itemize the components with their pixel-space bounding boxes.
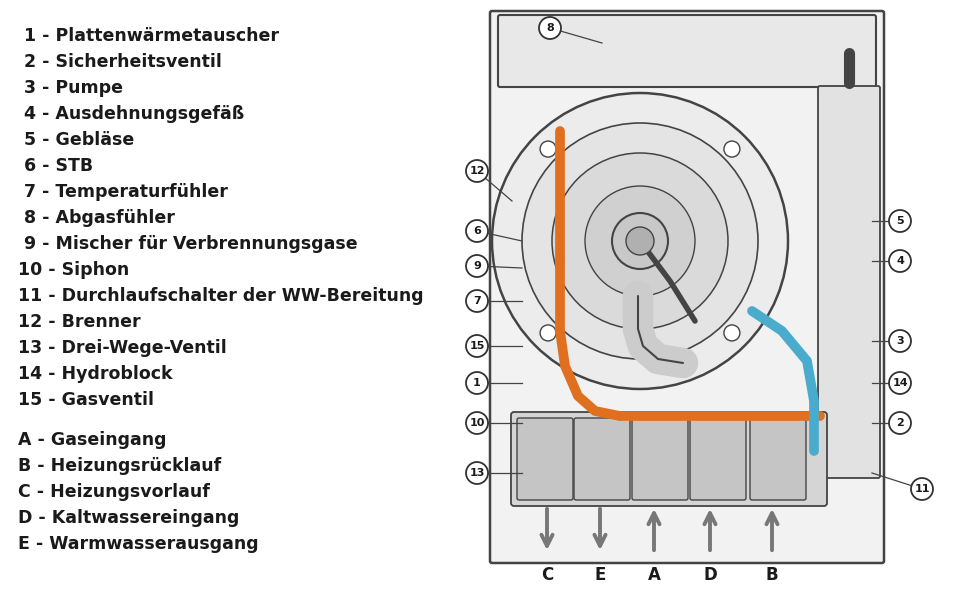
Text: D: D [703, 566, 717, 584]
Text: 1 - Plattenwärmetauscher: 1 - Plattenwärmetauscher [18, 27, 279, 45]
Circle shape [492, 93, 788, 389]
Circle shape [889, 412, 911, 434]
Text: 6: 6 [473, 226, 481, 236]
Circle shape [540, 325, 556, 341]
Text: 10 - Siphon: 10 - Siphon [18, 261, 130, 279]
Text: 14 - Hydroblock: 14 - Hydroblock [18, 365, 173, 383]
FancyBboxPatch shape [632, 418, 688, 500]
Text: 7: 7 [473, 296, 481, 306]
Text: 9: 9 [473, 261, 481, 271]
Circle shape [889, 372, 911, 394]
Text: 11: 11 [914, 484, 929, 494]
Text: 15: 15 [469, 341, 485, 351]
Text: 8: 8 [546, 23, 554, 33]
Text: B: B [766, 566, 779, 584]
Text: 12: 12 [469, 166, 485, 176]
Text: C: C [540, 566, 553, 584]
FancyBboxPatch shape [574, 418, 630, 500]
Text: 8 - Abgasfühler: 8 - Abgasfühler [18, 209, 175, 227]
Text: 13: 13 [469, 468, 485, 478]
Circle shape [466, 290, 488, 312]
Text: A: A [648, 566, 660, 584]
Circle shape [612, 213, 668, 269]
FancyBboxPatch shape [498, 15, 876, 87]
Text: 5: 5 [897, 216, 903, 226]
Text: 3 - Pumpe: 3 - Pumpe [18, 79, 123, 97]
Circle shape [911, 478, 933, 500]
Text: 11 - Durchlaufschalter der WW-Bereitung: 11 - Durchlaufschalter der WW-Bereitung [18, 287, 423, 305]
Circle shape [540, 141, 556, 157]
Circle shape [724, 141, 740, 157]
Text: 10: 10 [469, 418, 485, 428]
Text: 4 - Ausdehnungsgefäß: 4 - Ausdehnungsgefäß [18, 105, 244, 123]
FancyBboxPatch shape [818, 86, 880, 478]
Circle shape [466, 255, 488, 277]
Circle shape [466, 462, 488, 484]
Circle shape [585, 186, 695, 296]
FancyBboxPatch shape [511, 412, 827, 506]
Text: 12 - Brenner: 12 - Brenner [18, 313, 140, 331]
FancyBboxPatch shape [490, 11, 884, 563]
Text: C - Heizungsvorlauf: C - Heizungsvorlauf [18, 483, 210, 501]
Text: 13 - Drei-Wege-Ventil: 13 - Drei-Wege-Ventil [18, 339, 227, 357]
Text: E - Warmwasserausgang: E - Warmwasserausgang [18, 535, 258, 553]
FancyBboxPatch shape [750, 418, 806, 500]
FancyBboxPatch shape [517, 418, 573, 500]
Text: 7 - Temperaturfühler: 7 - Temperaturfühler [18, 183, 228, 201]
Circle shape [466, 160, 488, 182]
Circle shape [522, 123, 758, 359]
Text: 2: 2 [896, 418, 904, 428]
Circle shape [466, 412, 488, 434]
Text: 1: 1 [473, 378, 481, 388]
Circle shape [889, 250, 911, 272]
Text: 15 - Gasventil: 15 - Gasventil [18, 391, 154, 409]
Circle shape [539, 17, 561, 39]
Text: A - Gaseingang: A - Gaseingang [18, 431, 166, 449]
Circle shape [466, 335, 488, 357]
Text: 5 - Gebläse: 5 - Gebläse [18, 131, 134, 149]
Circle shape [626, 227, 654, 255]
Text: E: E [594, 566, 606, 584]
Circle shape [466, 220, 488, 242]
Text: 6 - STB: 6 - STB [18, 157, 93, 175]
Circle shape [466, 372, 488, 394]
Circle shape [552, 153, 728, 329]
Text: 3: 3 [897, 336, 903, 346]
Text: 4: 4 [896, 256, 904, 266]
Text: 14: 14 [892, 378, 908, 388]
Text: D - Kaltwassereingang: D - Kaltwassereingang [18, 509, 239, 527]
Circle shape [724, 325, 740, 341]
Circle shape [889, 210, 911, 232]
Text: B - Heizungsrücklauf: B - Heizungsrücklauf [18, 457, 221, 475]
Circle shape [889, 330, 911, 352]
FancyBboxPatch shape [690, 418, 746, 500]
Text: 2 - Sicherheitsventil: 2 - Sicherheitsventil [18, 53, 222, 71]
Text: 9 - Mischer für Verbrennungsgase: 9 - Mischer für Verbrennungsgase [18, 235, 358, 253]
